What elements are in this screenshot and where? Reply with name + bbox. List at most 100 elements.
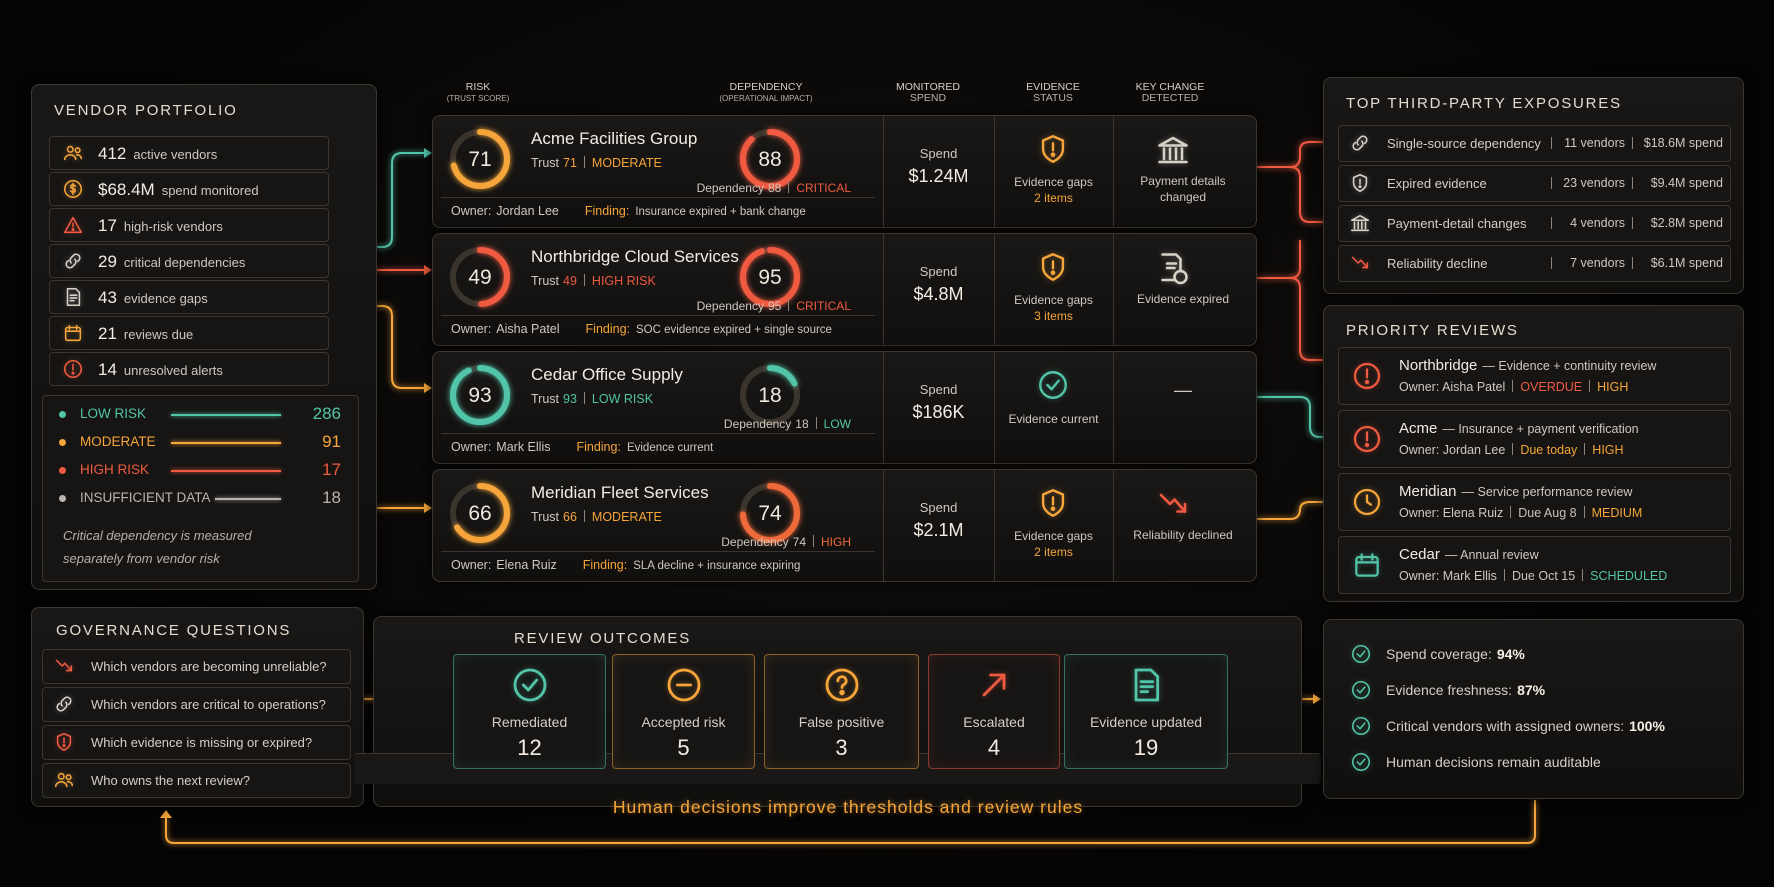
icon-part	[835, 675, 848, 689]
spend-value: $1.24M	[908, 166, 969, 186]
stat-text: 17 high-risk vendors	[98, 216, 223, 236]
owner-line: Owner: Elena Ruiz Finding: SLA decline + in…	[451, 558, 800, 572]
icon-part	[1365, 494, 1373, 506]
panel-title: GOVERNANCE QUESTIONS	[56, 622, 292, 639]
icon	[1041, 135, 1065, 163]
review-task: — Service performance review	[1461, 485, 1633, 499]
review-task: — Insurance + payment verification	[1442, 422, 1639, 436]
separator	[1510, 506, 1512, 518]
icon	[1161, 253, 1188, 285]
review-title: Northbridge — Evidence + continuity revie…	[1399, 357, 1656, 374]
icon	[1159, 493, 1187, 513]
outcome-count: 12	[517, 735, 542, 760]
icon	[1353, 362, 1381, 390]
metric: Evidence freshness: 87%	[1386, 682, 1545, 698]
connector	[1255, 141, 1334, 168]
icon	[66, 287, 81, 307]
icon-part	[54, 781, 68, 788]
finding-label: Finding:	[576, 440, 621, 454]
icon	[1039, 371, 1067, 399]
gauge-arc	[740, 483, 800, 543]
icon	[1041, 489, 1065, 517]
column-header: RISK (TRUST SCORE)	[398, 82, 558, 104]
column-divider	[883, 234, 884, 345]
icon-part	[1176, 502, 1187, 513]
connector	[1289, 240, 1301, 279]
review-severity: MEDIUM	[1591, 506, 1643, 520]
icon-part	[1356, 650, 1366, 658]
icon-part	[1351, 752, 1371, 772]
outcome-card: False positive 3	[764, 654, 919, 769]
legend-label: LOW RISK	[80, 406, 147, 421]
separator	[1583, 506, 1585, 518]
column-divider	[883, 470, 884, 581]
column-subtitle: SPEND	[909, 92, 947, 104]
icon-part	[1353, 425, 1381, 453]
icon-part	[1356, 686, 1366, 694]
owner-name: Mark Ellis	[496, 440, 551, 454]
row-divider	[441, 197, 875, 198]
icon	[1355, 553, 1379, 577]
review-vendor: Meridian	[1399, 483, 1457, 500]
trust-value: 71	[563, 156, 577, 170]
trust-line: Trust 49 HIGH RISK	[531, 274, 656, 288]
stat-text: 43 evidence gaps	[98, 288, 208, 308]
exposure-spend: $6.1M spend	[1650, 256, 1723, 270]
metric: Critical vendors with assigned owners: 10…	[1386, 718, 1665, 734]
trust-value: 66	[563, 510, 577, 524]
column-divider	[994, 470, 995, 581]
dependency-label: Dependency	[696, 299, 764, 313]
dependency-line: Dependency 88 CRITICAL	[697, 181, 851, 195]
question-row: Which vendors are becoming unreliable?	[42, 649, 351, 684]
outcome-label: Accepted risk	[641, 714, 726, 730]
column-subtitle: (TRUST SCORE)	[446, 94, 510, 103]
vendor-portfolio: VENDOR PORTFOLIO 412 active vendors $68.4M s…	[31, 84, 377, 590]
finding-text: Evidence current	[626, 442, 714, 454]
exposure-vendors: 23 vendors	[1563, 176, 1625, 190]
separator	[1551, 217, 1552, 229]
icon	[55, 659, 73, 672]
stat-label: active vendors	[133, 147, 218, 162]
gauge-arc	[450, 129, 510, 189]
icon-part	[1356, 758, 1366, 766]
separator	[1551, 137, 1552, 149]
exposure-label: Expired evidence	[1387, 176, 1487, 191]
icon	[1350, 214, 1370, 232]
column-divider	[994, 352, 995, 463]
row-divider	[441, 551, 875, 552]
icon-part	[521, 678, 538, 692]
icon-part	[1353, 362, 1381, 390]
stat-value: $68.4M	[98, 180, 155, 199]
review-severity: HIGH	[1592, 443, 1624, 457]
column-title: MONITORED	[896, 81, 960, 93]
icon-part	[63, 179, 83, 199]
separator	[815, 417, 817, 429]
icon-part	[1351, 644, 1371, 664]
outcome-label: Evidence updated	[1089, 714, 1203, 730]
column-subtitle: STATUS	[1033, 92, 1073, 104]
gauge-arc	[740, 365, 800, 425]
icon-part	[62, 744, 66, 748]
arrow-head	[1313, 694, 1321, 704]
gauge-value: 66	[468, 502, 491, 525]
stat-value: 43	[98, 288, 117, 307]
icon	[667, 668, 700, 702]
legend-label: INSUFFICIENT DATA	[80, 490, 211, 505]
evidence-detail: 2 items	[1034, 191, 1073, 205]
separator	[1632, 217, 1633, 229]
icon-part	[1041, 135, 1065, 163]
icon-part	[1364, 442, 1370, 448]
icon-part	[513, 668, 546, 702]
icon-part	[63, 154, 77, 161]
connector	[1289, 166, 1334, 223]
separator	[1512, 380, 1514, 392]
icon-part	[66, 781, 74, 787]
evidence-status: Evidence gaps	[1014, 529, 1093, 543]
trust-value: 49	[563, 274, 577, 288]
icon	[1351, 752, 1371, 772]
icon	[65, 253, 81, 269]
exposure-row: Expired evidence 23 vendors $9.4M spend	[1338, 165, 1731, 202]
review-vendor: Cedar	[1399, 546, 1440, 563]
trust-label: Trust	[531, 510, 560, 524]
